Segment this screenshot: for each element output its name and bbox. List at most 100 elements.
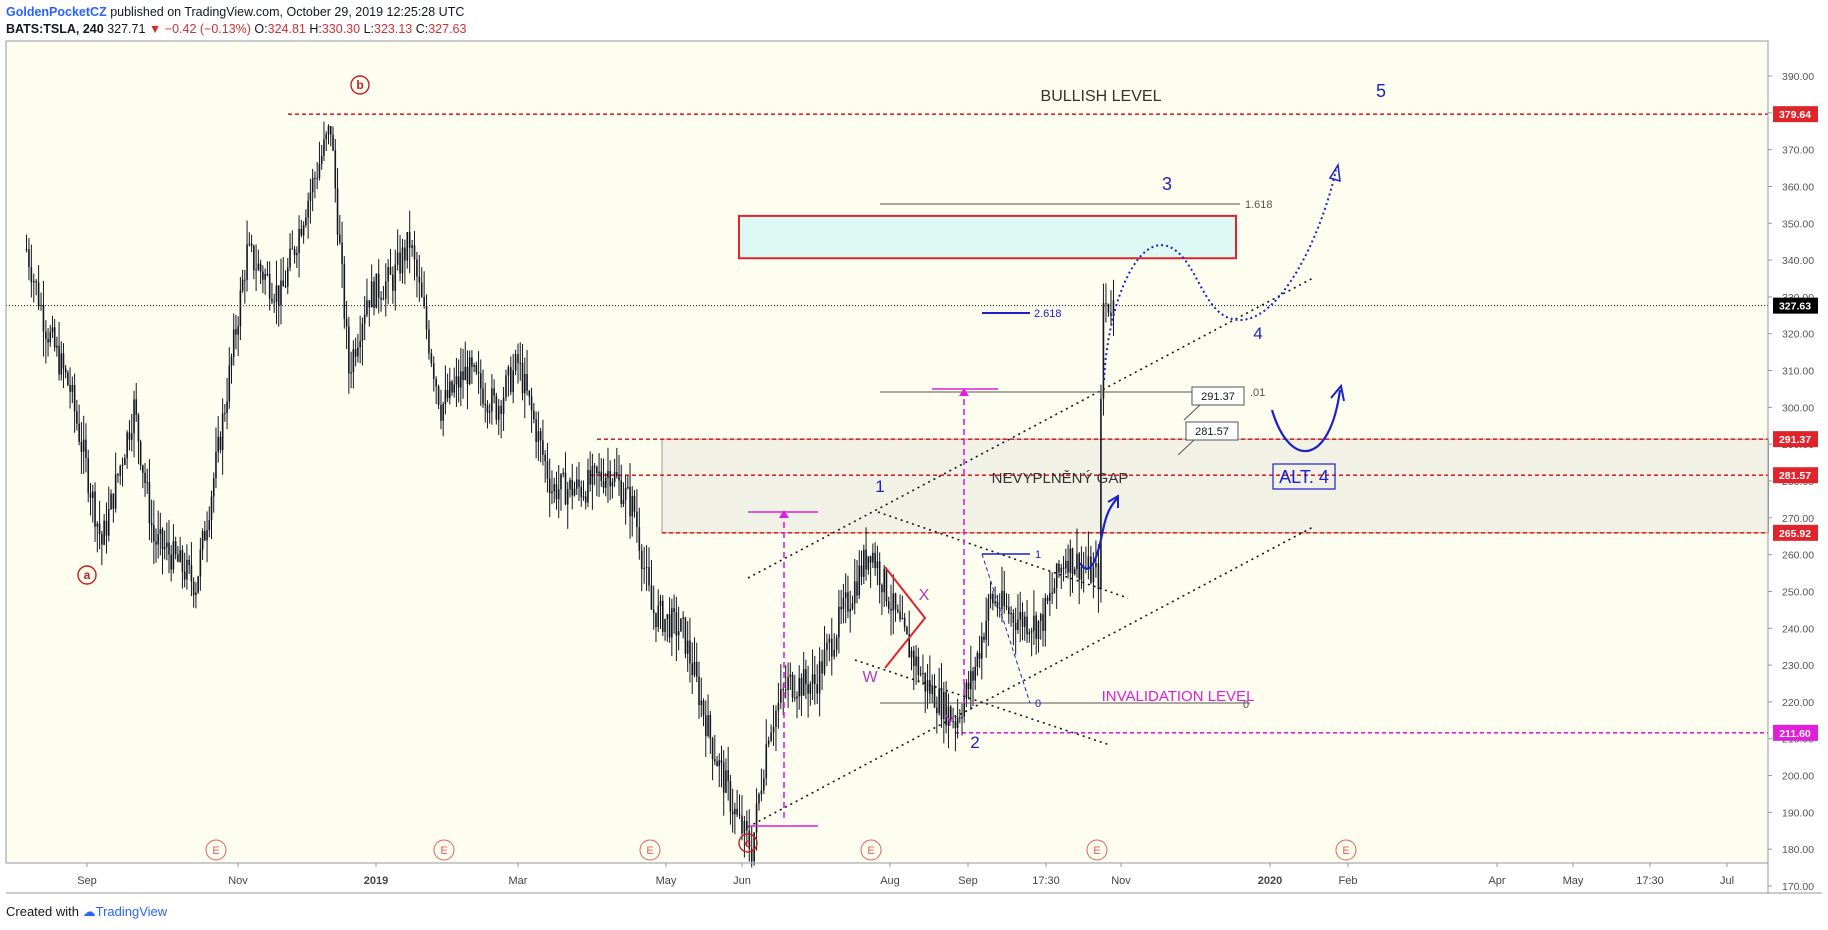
earnings-marker-label: E — [440, 845, 447, 857]
candle-body — [816, 684, 819, 694]
created-with-label: Created with — [6, 904, 79, 919]
candle-body — [226, 401, 228, 414]
arrowhead-up-icon — [779, 510, 789, 518]
candle-body — [767, 740, 770, 745]
candle-body — [484, 403, 487, 406]
candle-body — [37, 282, 40, 307]
candle-body — [602, 481, 605, 488]
candle-body — [591, 466, 594, 485]
candle-body — [650, 585, 653, 610]
time-tick-label: Jun — [733, 875, 751, 887]
candle-body — [408, 232, 411, 248]
price-tick-label: 370.00 — [1782, 145, 1814, 157]
candle-body — [1058, 563, 1060, 573]
candle-body — [908, 634, 911, 658]
time-axis[interactable]: Sep Nov 2019 Mar May Jun Aug Sep 17:30 Nov 2020 Feb… — [77, 863, 1734, 887]
candle-body — [714, 759, 716, 762]
candle-body — [514, 354, 517, 371]
candle-body — [842, 597, 845, 610]
wave2-upper-wedge-line — [877, 511, 1129, 599]
candle-body — [1023, 616, 1026, 627]
candle-body — [560, 474, 562, 490]
candle-body — [389, 266, 392, 275]
candle-body — [887, 601, 890, 609]
candle-body — [709, 715, 712, 739]
candle-body — [334, 150, 337, 189]
candle-body — [883, 569, 885, 593]
price-tick-label: 340.00 — [1782, 255, 1814, 267]
candle-body — [659, 600, 662, 606]
candle-body — [530, 396, 533, 411]
candle-body — [107, 509, 110, 536]
candle-body — [1019, 612, 1022, 620]
wxy-triangle — [884, 566, 927, 669]
candle-body — [507, 367, 510, 376]
candle-body — [114, 474, 117, 509]
candle-body — [144, 472, 146, 484]
candle-body — [1110, 312, 1112, 317]
candle-body — [996, 601, 999, 608]
wave-2-label: 2 — [970, 733, 979, 752]
earnings-marker-2[interactable] — [639, 839, 661, 861]
time-tick-label: May — [656, 875, 677, 887]
time-tick-label: Aug — [880, 875, 900, 887]
time-tick-label: Sep — [958, 875, 978, 887]
candle-body — [775, 710, 777, 728]
candle-body — [460, 371, 462, 388]
author-name[interactable]: GoldenPocketCZ — [6, 5, 107, 19]
candle-body — [215, 451, 217, 479]
candle-body — [618, 476, 620, 481]
candle-body — [807, 684, 809, 694]
candle-body — [348, 326, 350, 374]
earnings-marker-5[interactable] — [1335, 839, 1357, 861]
wave-x-label: X — [919, 587, 930, 604]
candle-body — [684, 617, 687, 654]
callout-281-label: 281.57 — [1195, 426, 1229, 438]
wave-b-label-circle — [350, 75, 370, 95]
candle-body — [217, 436, 219, 452]
callout-281-box — [1185, 421, 1239, 441]
candle-body — [811, 674, 814, 685]
candle-body — [1039, 614, 1042, 622]
candle-body — [76, 411, 78, 424]
candle-body — [760, 790, 763, 795]
candle-body — [750, 848, 753, 862]
candle-body — [471, 357, 473, 367]
candle-body — [985, 620, 987, 640]
price-tick-label: 170.00 — [1782, 881, 1814, 893]
price-axis[interactable]: 170.00180.00190.00200.00210.00220.00230.… — [1768, 41, 1828, 893]
candle-body — [780, 689, 782, 703]
wave-a-label-circle — [77, 565, 97, 585]
earnings-marker-4[interactable] — [1086, 839, 1108, 861]
arrowhead-icon — [1107, 494, 1119, 508]
candle-body — [85, 439, 87, 459]
candle-body — [741, 815, 743, 834]
earnings-marker-3[interactable] — [860, 839, 882, 861]
candle-body — [298, 228, 300, 254]
ticker-change: −0.42 (−0.13%) — [164, 22, 251, 36]
candle-body — [332, 134, 334, 151]
tradingview-link[interactable]: TradingView — [95, 904, 168, 919]
earnings-marker-1[interactable] — [433, 839, 455, 861]
candle-body — [201, 531, 204, 550]
candle-body — [273, 301, 275, 303]
candle-body — [533, 410, 535, 420]
candle-body — [791, 674, 794, 698]
candle-body — [738, 814, 741, 816]
candle-body — [373, 281, 375, 308]
candle-body — [464, 366, 467, 381]
candle-body — [546, 461, 549, 479]
candle-body — [652, 609, 655, 613]
candle-body — [901, 617, 904, 620]
time-tick-label: 17:30 — [1032, 875, 1060, 887]
wave-c-label: c — [745, 836, 752, 850]
alt4-label: ALT. 4 — [1279, 467, 1329, 487]
candle-body — [555, 484, 558, 500]
candle-body — [967, 682, 970, 690]
candle-body — [1005, 605, 1008, 608]
candle-body — [553, 484, 556, 492]
earnings-marker-0[interactable] — [205, 839, 227, 861]
price-badge-label: 281.57 — [1779, 470, 1811, 482]
upper-channel-trendline — [747, 277, 1314, 579]
